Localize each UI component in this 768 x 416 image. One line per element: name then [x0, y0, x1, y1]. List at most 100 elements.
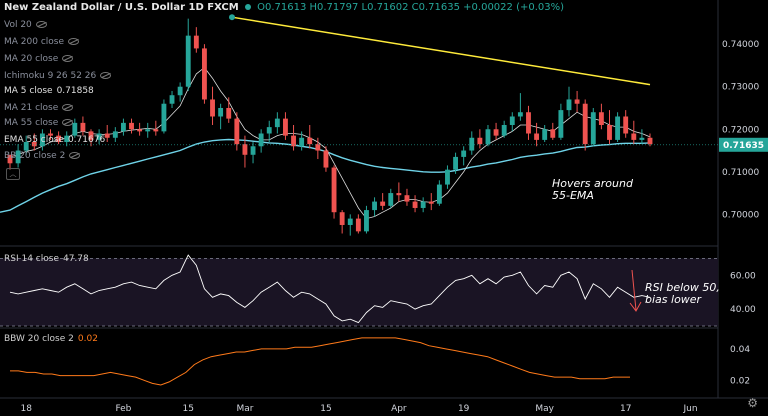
settings-gear-icon[interactable]: ⚙	[747, 396, 758, 410]
candle	[258, 129, 264, 153]
candle	[647, 133, 653, 147]
candle	[185, 18, 191, 91]
market-status-icon	[244, 4, 251, 10]
candle	[153, 120, 159, 136]
down-arrow-shaft	[631, 269, 637, 311]
candle-body	[7, 154, 13, 164]
hidden-eye-icon[interactable]	[69, 152, 81, 159]
bbw-tick-label: 0.04	[730, 345, 750, 355]
candle-body	[185, 35, 191, 87]
candle-body	[266, 127, 272, 134]
candle-body	[64, 135, 70, 143]
candle-body	[574, 99, 580, 104]
indicator-ma5[interactable]: MA 5 close 0.71858	[4, 86, 94, 96]
candle-body	[582, 103, 588, 145]
candle	[509, 112, 515, 132]
candle-body	[48, 133, 53, 136]
candle	[88, 129, 94, 147]
indicator-ma55[interactable]: MA 55 close	[4, 118, 74, 128]
candle	[582, 99, 588, 151]
bbw-line	[10, 337, 630, 386]
candle	[412, 195, 418, 213]
hidden-eye-icon[interactable]	[68, 38, 80, 45]
candle-body	[88, 131, 94, 140]
candle-body	[250, 146, 256, 155]
candle-body	[436, 184, 442, 204]
candle	[145, 122, 151, 138]
candle-body	[590, 112, 596, 145]
candle	[7, 154, 13, 170]
candle	[23, 135, 29, 155]
candle-body	[534, 133, 540, 140]
trendline-anchor	[229, 14, 235, 21]
candle	[380, 193, 386, 211]
candle	[283, 112, 288, 140]
hidden-eye-icon[interactable]	[62, 104, 74, 111]
candle	[639, 129, 645, 145]
candle-body	[323, 150, 329, 168]
candle	[598, 103, 604, 130]
candle	[274, 112, 280, 134]
indicator-ichimoku[interactable]: Ichimoku 9 26 52 26	[4, 71, 112, 81]
hidden-eye-icon[interactable]	[62, 55, 74, 62]
candle-body	[112, 131, 118, 138]
candle-body	[218, 107, 224, 117]
candle-body	[299, 137, 305, 147]
indicator-bb[interactable]: BB 20 close 2	[4, 151, 81, 161]
candle	[266, 120, 272, 143]
indicator-vol[interactable]: Vol 20	[4, 20, 47, 30]
last-price-label: 0.71635	[723, 141, 764, 151]
price-tick-label: 0.72000	[722, 125, 759, 135]
time-tick-label: Mar	[236, 404, 253, 414]
indicator-ema55[interactable]: EMA 55 close 0.71676	[4, 135, 106, 145]
candle	[542, 125, 548, 143]
candle	[493, 122, 499, 140]
candle	[129, 118, 134, 134]
rsi-pane-label[interactable]: RSI 14 close 47.78	[4, 254, 89, 264]
candle	[48, 129, 53, 140]
candle	[161, 99, 167, 134]
hidden-eye-icon[interactable]	[100, 72, 112, 79]
candle	[96, 129, 102, 145]
indicator-ma21[interactable]: MA 21 close	[4, 103, 74, 113]
candle-body	[347, 218, 353, 225]
candle-body	[56, 135, 62, 143]
candle	[218, 103, 224, 130]
hidden-eye-icon[interactable]	[62, 119, 74, 126]
price-tick-label: 0.70000	[722, 210, 759, 220]
candle-body	[364, 210, 369, 232]
candle	[607, 110, 612, 145]
candle	[396, 182, 402, 202]
candle-body	[104, 133, 110, 138]
candle-body	[542, 129, 548, 140]
candle-body	[161, 103, 167, 132]
candle	[80, 116, 86, 136]
annotation-ema: Hovers around 55-EMA	[552, 177, 633, 202]
candle	[372, 197, 377, 217]
candle-body	[469, 137, 475, 151]
candle	[615, 112, 621, 143]
indicator-ma200[interactable]: MA 200 close	[4, 37, 80, 47]
candle-body	[380, 201, 386, 206]
candle	[323, 146, 329, 172]
candle	[202, 44, 207, 104]
indicator-ma20[interactable]: MA 20 close	[4, 54, 74, 64]
candle-body	[202, 48, 207, 100]
down-arrow-head	[629, 301, 642, 312]
candle	[445, 165, 450, 189]
hidden-eye-icon[interactable]	[35, 21, 47, 28]
collapse-legend-button[interactable]: ︿	[6, 168, 20, 180]
candle	[404, 188, 410, 206]
candle-body	[623, 116, 629, 134]
candle-body	[23, 142, 29, 151]
candle	[193, 27, 199, 53]
candle	[501, 120, 507, 138]
candle-body	[177, 86, 183, 96]
candle	[534, 122, 540, 147]
bbw-pane-label[interactable]: BBW 20 close 2 0.02	[4, 334, 98, 344]
time-tick-label: 15	[320, 404, 331, 414]
candle	[364, 205, 369, 234]
candle	[104, 125, 110, 143]
candle-body	[258, 133, 264, 147]
